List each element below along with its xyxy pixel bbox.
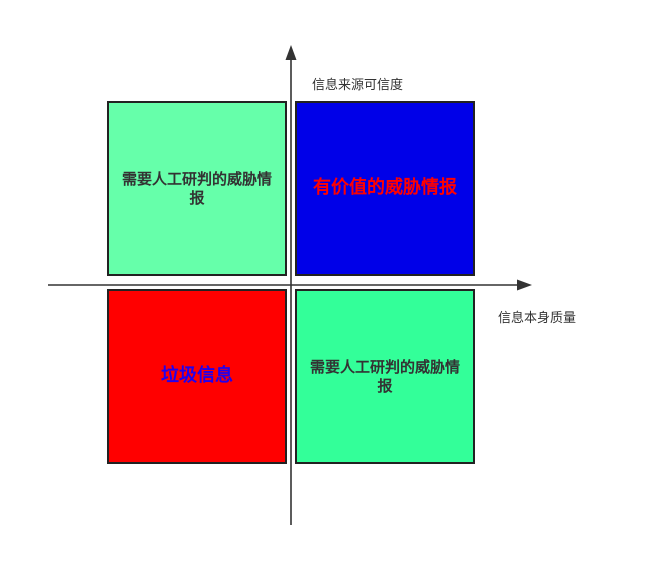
- quadrant-bottom-right-label: 需要人工研判的威胁情报: [309, 357, 460, 395]
- quadrant-top-right: 有价值的威胁情报: [295, 101, 475, 276]
- quadrant-bottom-left-label: 垃圾信息: [161, 365, 233, 387]
- quadrant-top-left: 需要人工研判的威胁情报: [107, 101, 287, 276]
- y-axis-label: 信息来源可信度: [312, 78, 404, 93]
- quadrant-top-right-label: 有价值的威胁情报: [313, 177, 457, 199]
- x-axis-arrow-icon: [517, 279, 532, 291]
- y-axis-arrow-icon: [285, 45, 297, 60]
- x-axis-label: 信息本身质量: [498, 311, 577, 326]
- quadrant-top-left-label: 需要人工研判的威胁情报: [121, 169, 272, 207]
- quadrant-bottom-right: 需要人工研判的威胁情报: [295, 289, 475, 464]
- quadrant-bottom-left: 垃圾信息: [107, 289, 287, 464]
